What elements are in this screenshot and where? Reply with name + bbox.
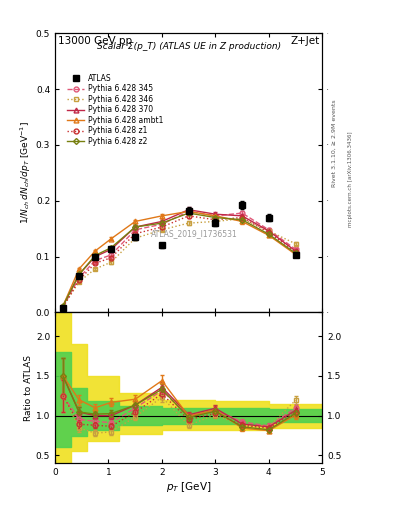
Y-axis label: $1/N_{ch}\,dN_{ch}/dp_T$ [GeV$^{-1}$]: $1/N_{ch}\,dN_{ch}/dp_T$ [GeV$^{-1}$] <box>18 121 33 224</box>
Legend: ATLAS, Pythia 6.428 345, Pythia 6.428 346, Pythia 6.428 370, Pythia 6.428 ambt1,: ATLAS, Pythia 6.428 345, Pythia 6.428 34… <box>64 71 166 149</box>
Text: Rivet 3.1.10, ≥ 2.9M events: Rivet 3.1.10, ≥ 2.9M events <box>332 99 337 187</box>
Text: ATLAS_2019_I1736531: ATLAS_2019_I1736531 <box>151 229 237 238</box>
X-axis label: $p_T$ [GeV]: $p_T$ [GeV] <box>166 480 211 494</box>
Text: mcplots.cern.ch [arXiv:1306.3436]: mcplots.cern.ch [arXiv:1306.3436] <box>348 132 353 227</box>
Text: 13000 GeV pp: 13000 GeV pp <box>58 36 132 46</box>
Text: Scalar Σ(p_T) (ATLAS UE in Z production): Scalar Σ(p_T) (ATLAS UE in Z production) <box>97 41 281 51</box>
Text: Z+Jet: Z+Jet <box>290 36 320 46</box>
Y-axis label: Ratio to ATLAS: Ratio to ATLAS <box>24 355 33 421</box>
